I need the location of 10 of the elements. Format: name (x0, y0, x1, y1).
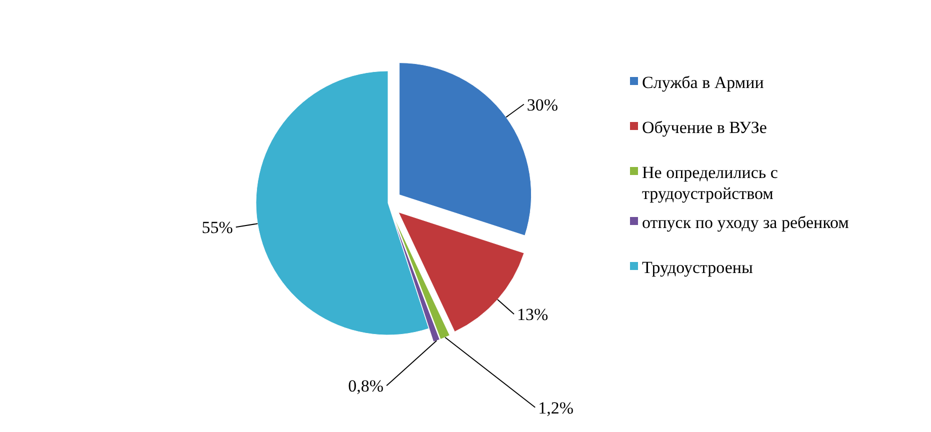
legend-label: Трудоустроены (642, 258, 754, 277)
data-label: 1,2% (538, 398, 574, 418)
legend-label: Обучение в ВУЗе (642, 118, 767, 137)
legend-label: отпуск по уходу за ребенком (642, 213, 850, 232)
data-label: 13% (517, 305, 548, 324)
legend-label: Не определились с трудоустройством (642, 163, 778, 203)
legend-label: Служба в Армии (642, 73, 764, 92)
data-label: 55% (202, 218, 233, 238)
data-label: 0,8% (348, 376, 384, 396)
data-label: 30% (526, 95, 558, 114)
